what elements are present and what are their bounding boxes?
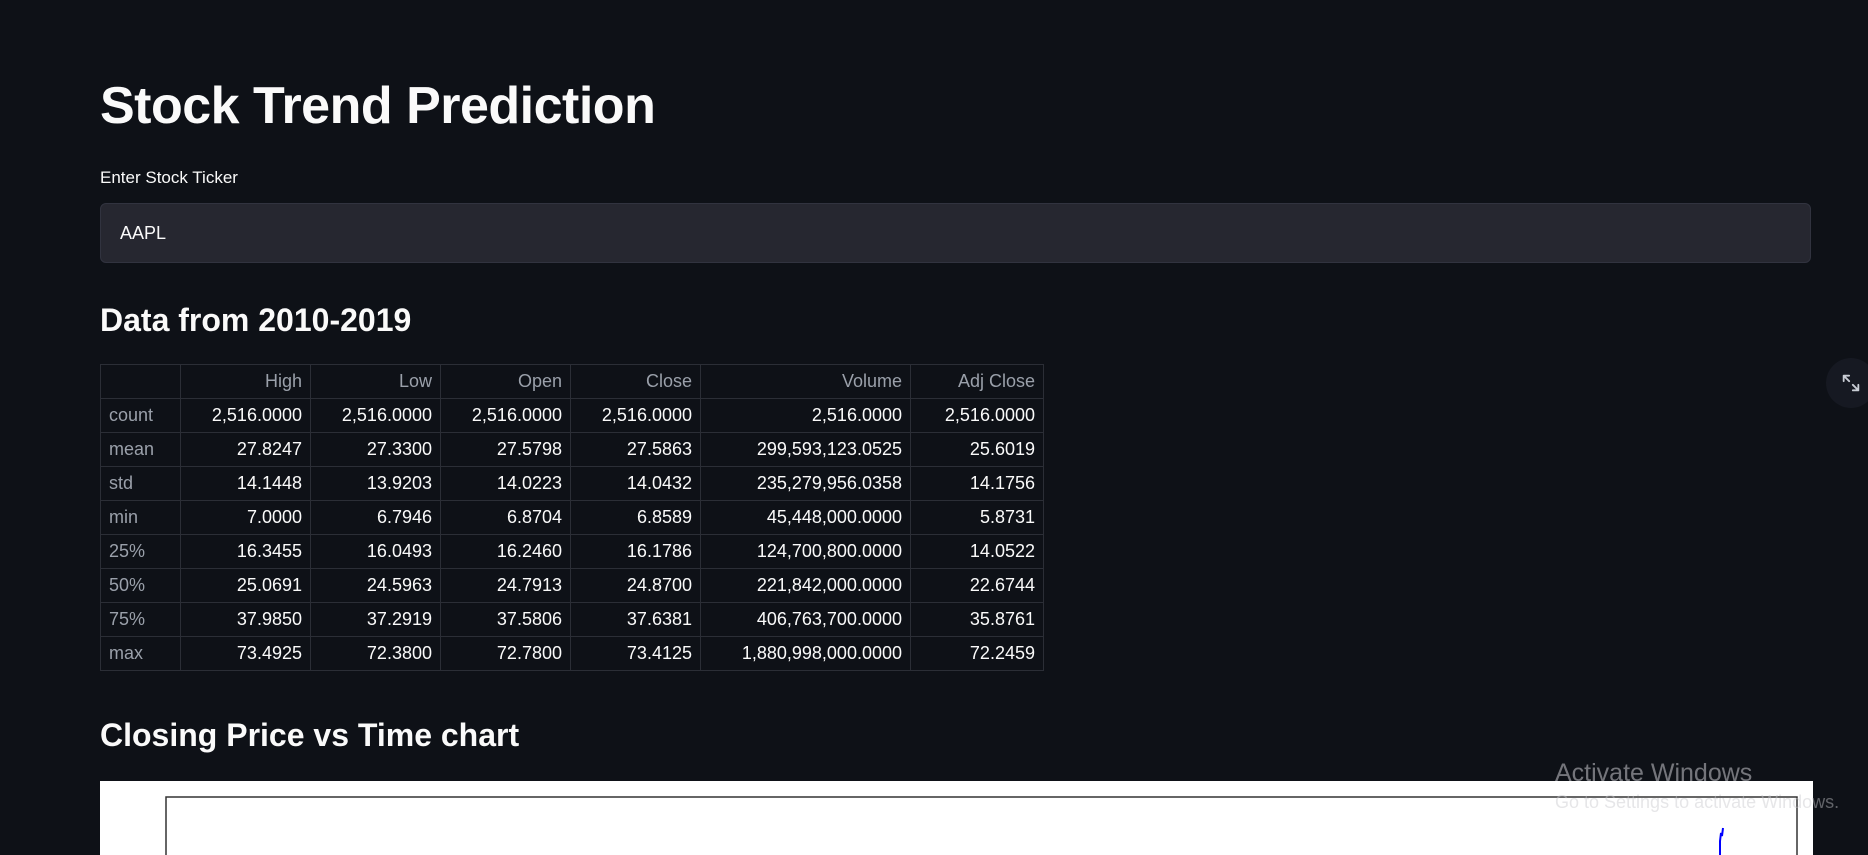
table-cell[interactable]: 2,516.0000 bbox=[700, 398, 911, 433]
page-title: Stock Trend Prediction bbox=[100, 77, 656, 135]
column-header-low[interactable]: Low bbox=[310, 364, 441, 399]
table-cell[interactable]: 6.8704 bbox=[440, 500, 571, 535]
table-cell[interactable]: 72.7800 bbox=[440, 636, 571, 671]
row-label[interactable]: 75% bbox=[100, 602, 181, 637]
chart-svg bbox=[165, 796, 1798, 855]
table-row: mean 27.8247 27.3300 27.5798 27.5863 299… bbox=[100, 432, 1044, 467]
table-cell[interactable]: 37.5806 bbox=[440, 602, 571, 637]
table-cell[interactable]: 25.0691 bbox=[180, 568, 311, 603]
table-cell[interactable]: 2,516.0000 bbox=[440, 398, 571, 433]
column-header-volume[interactable]: Volume bbox=[700, 364, 911, 399]
column-header-adj-close[interactable]: Adj Close bbox=[910, 364, 1044, 399]
table-row: 75% 37.9850 37.2919 37.5806 37.6381 406,… bbox=[100, 602, 1044, 637]
table-cell[interactable]: 14.0432 bbox=[570, 466, 701, 501]
row-label[interactable]: min bbox=[100, 500, 181, 535]
table-cell[interactable]: 27.5798 bbox=[440, 432, 571, 467]
table-row: count 2,516.0000 2,516.0000 2,516.0000 2… bbox=[100, 398, 1044, 433]
table-cell[interactable]: 406,763,700.0000 bbox=[700, 602, 911, 637]
table-cell[interactable]: 27.3300 bbox=[310, 432, 441, 467]
table-cell[interactable]: 14.1448 bbox=[180, 466, 311, 501]
table-row: 50% 25.0691 24.5963 24.7913 24.8700 221,… bbox=[100, 568, 1044, 603]
table-cell[interactable]: 7.0000 bbox=[180, 500, 311, 535]
row-label[interactable]: mean bbox=[100, 432, 181, 467]
table-cell[interactable]: 6.7946 bbox=[310, 500, 441, 535]
table-cell[interactable]: 24.8700 bbox=[570, 568, 701, 603]
table-cell[interactable]: 2,516.0000 bbox=[310, 398, 441, 433]
table-cell[interactable]: 2,516.0000 bbox=[180, 398, 311, 433]
row-label[interactable]: std bbox=[100, 466, 181, 501]
table-row: max 73.4925 72.3800 72.7800 73.4125 1,88… bbox=[100, 636, 1044, 671]
chart-axes-frame bbox=[165, 796, 1798, 855]
table-cell[interactable]: 72.2459 bbox=[910, 636, 1044, 671]
table-cell[interactable]: 14.0223 bbox=[440, 466, 571, 501]
table-cell[interactable]: 16.0493 bbox=[310, 534, 441, 569]
table-cell[interactable]: 45,448,000.0000 bbox=[700, 500, 911, 535]
fullscreen-button[interactable] bbox=[1826, 358, 1868, 408]
table-cell[interactable]: 72.3800 bbox=[310, 636, 441, 671]
table-cell[interactable]: 37.9850 bbox=[180, 602, 311, 637]
table-cell[interactable]: 14.1756 bbox=[910, 466, 1044, 501]
ticker-input-container[interactable] bbox=[100, 203, 1811, 263]
table-row: std 14.1448 13.9203 14.0223 14.0432 235,… bbox=[100, 466, 1044, 501]
table-cell[interactable]: 14.0522 bbox=[910, 534, 1044, 569]
table-cell[interactable]: 16.3455 bbox=[180, 534, 311, 569]
table-cell[interactable]: 235,279,956.0358 bbox=[700, 466, 911, 501]
table-cell[interactable]: 73.4925 bbox=[180, 636, 311, 671]
table-cell[interactable]: 2,516.0000 bbox=[910, 398, 1044, 433]
column-header-open[interactable]: Open bbox=[440, 364, 571, 399]
chart-section-heading: Closing Price vs Time chart bbox=[100, 717, 520, 753]
closing-price-line bbox=[1719, 827, 1724, 855]
stats-table: High Low Open Close Volume Adj Close cou… bbox=[100, 364, 1044, 671]
table-cell[interactable]: 16.2460 bbox=[440, 534, 571, 569]
row-label[interactable]: count bbox=[100, 398, 181, 433]
expand-icon bbox=[1842, 374, 1860, 392]
table-cell[interactable]: 5.8731 bbox=[910, 500, 1044, 535]
table-cell[interactable]: 1,880,998,000.0000 bbox=[700, 636, 911, 671]
table-cell[interactable]: 27.5863 bbox=[570, 432, 701, 467]
table-cell[interactable]: 2,516.0000 bbox=[570, 398, 701, 433]
table-cell[interactable]: 24.7913 bbox=[440, 568, 571, 603]
table-cell[interactable]: 22.6744 bbox=[910, 568, 1044, 603]
table-row: 25% 16.3455 16.0493 16.2460 16.1786 124,… bbox=[100, 534, 1044, 569]
row-label[interactable]: max bbox=[100, 636, 181, 671]
table-cell[interactable]: 221,842,000.0000 bbox=[700, 568, 911, 603]
table-cell[interactable]: 6.8589 bbox=[570, 500, 701, 535]
table-cell[interactable]: 124,700,800.0000 bbox=[700, 534, 911, 569]
table-cell[interactable]: 35.8761 bbox=[910, 602, 1044, 637]
row-label[interactable]: 50% bbox=[100, 568, 181, 603]
ticker-input[interactable] bbox=[101, 204, 1810, 262]
table-cell[interactable]: 299,593,123.0525 bbox=[700, 432, 911, 467]
column-header-close[interactable]: Close bbox=[570, 364, 701, 399]
column-header-index[interactable] bbox=[100, 364, 181, 399]
table-cell[interactable]: 13.9203 bbox=[310, 466, 441, 501]
data-section-heading: Data from 2010-2019 bbox=[100, 302, 412, 338]
table-row: min 7.0000 6.7946 6.8704 6.8589 45,448,0… bbox=[100, 500, 1044, 535]
table-cell[interactable]: 37.6381 bbox=[570, 602, 701, 637]
table-cell[interactable]: 27.8247 bbox=[180, 432, 311, 467]
row-label[interactable]: 25% bbox=[100, 534, 181, 569]
table-cell[interactable]: 24.5963 bbox=[310, 568, 441, 603]
column-header-high[interactable]: High bbox=[180, 364, 311, 399]
table-cell[interactable]: 25.6019 bbox=[910, 432, 1044, 467]
table-cell[interactable]: 16.1786 bbox=[570, 534, 701, 569]
table-cell[interactable]: 37.2919 bbox=[310, 602, 441, 637]
table-header-row: High Low Open Close Volume Adj Close bbox=[100, 364, 1044, 399]
ticker-input-label: Enter Stock Ticker bbox=[100, 168, 238, 187]
closing-price-chart bbox=[100, 781, 1813, 855]
table-cell[interactable]: 73.4125 bbox=[570, 636, 701, 671]
